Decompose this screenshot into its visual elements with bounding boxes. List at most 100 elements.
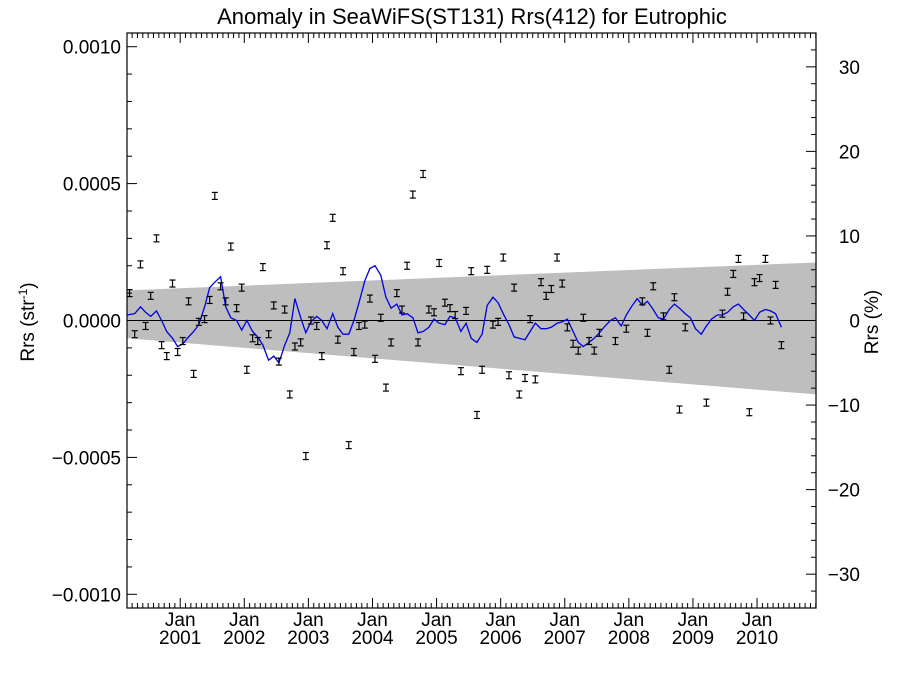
data-point bbox=[174, 347, 181, 357]
uncertainty-band bbox=[127, 262, 816, 395]
data-point bbox=[265, 330, 272, 339]
data-point bbox=[366, 294, 373, 303]
data-point bbox=[131, 330, 138, 339]
data-point bbox=[522, 373, 529, 383]
data-point bbox=[436, 258, 443, 268]
data-point bbox=[559, 279, 566, 288]
data-point bbox=[441, 298, 448, 307]
data-point bbox=[463, 306, 470, 316]
data-point bbox=[586, 336, 593, 346]
data-point bbox=[211, 191, 218, 201]
x-tick-label-year: 2007 bbox=[544, 628, 586, 649]
data-point bbox=[286, 390, 293, 399]
x-tick-label-year: 2006 bbox=[480, 628, 522, 649]
data-point bbox=[425, 305, 432, 314]
data-point bbox=[323, 241, 330, 250]
data-point bbox=[163, 351, 170, 361]
data-point bbox=[206, 295, 213, 305]
tick-labels-layer: 0.00100.00050.0000−0.0005−0.00103020100−… bbox=[52, 38, 860, 649]
data-point bbox=[147, 291, 154, 300]
data-point bbox=[719, 309, 726, 318]
data-point bbox=[724, 287, 731, 296]
uncertainty-band-layer bbox=[127, 262, 816, 395]
data-point bbox=[564, 323, 571, 332]
y-left-tick-label: 0.0005 bbox=[63, 175, 121, 196]
data-point bbox=[473, 410, 480, 420]
data-point bbox=[457, 367, 464, 376]
data-point bbox=[313, 321, 320, 331]
y-right-tick-label: 30 bbox=[839, 58, 860, 79]
y-left-tick-label: −0.0005 bbox=[52, 448, 121, 469]
data-point bbox=[596, 328, 603, 337]
chart-title: Anomaly in SeaWiFS(ST131) Rrs(412) for E… bbox=[217, 4, 727, 29]
data-point bbox=[650, 282, 657, 291]
x-tick-label-month: Jan bbox=[614, 610, 645, 631]
data-point bbox=[275, 357, 282, 366]
y-axis-label-left: Rrs (str-1) bbox=[16, 282, 39, 361]
data-point bbox=[746, 408, 753, 417]
data-point bbox=[254, 336, 261, 346]
data-point bbox=[623, 324, 630, 333]
x-tick-label-year: 2005 bbox=[415, 628, 457, 649]
data-point bbox=[233, 304, 240, 313]
data-point bbox=[740, 312, 747, 321]
data-point bbox=[756, 273, 763, 283]
data-point bbox=[137, 260, 144, 269]
data-point bbox=[153, 234, 160, 243]
data-point bbox=[259, 263, 266, 272]
data-point bbox=[372, 354, 379, 363]
data-point bbox=[468, 267, 475, 276]
data-point bbox=[591, 346, 598, 355]
data-point bbox=[297, 338, 304, 347]
data-point bbox=[484, 265, 491, 274]
data-point bbox=[431, 308, 438, 317]
data-point bbox=[767, 316, 774, 325]
data-point bbox=[356, 321, 363, 331]
data-point bbox=[382, 383, 389, 392]
data-point bbox=[409, 190, 416, 199]
data-point bbox=[345, 440, 352, 450]
x-tick-label-month: Jan bbox=[165, 610, 196, 631]
data-point bbox=[243, 365, 250, 374]
data-point bbox=[666, 365, 673, 374]
data-point bbox=[639, 297, 646, 306]
y-left-tick-label: 0.0000 bbox=[63, 312, 121, 333]
x-tick-label-year: 2010 bbox=[736, 628, 778, 649]
y-left-tick-label: −0.0010 bbox=[52, 585, 121, 606]
data-point bbox=[548, 284, 555, 294]
data-point bbox=[420, 169, 427, 179]
data-point bbox=[671, 293, 678, 302]
data-point bbox=[505, 371, 512, 380]
data-point bbox=[644, 328, 651, 337]
data-point bbox=[179, 336, 186, 346]
data-point bbox=[735, 254, 742, 263]
data-point bbox=[511, 283, 518, 292]
data-point bbox=[238, 283, 245, 292]
data-point bbox=[703, 398, 710, 407]
data-point bbox=[404, 261, 411, 270]
x-tick-label-month: Jan bbox=[229, 610, 260, 631]
data-point bbox=[532, 375, 539, 384]
data-point bbox=[334, 335, 341, 344]
data-point bbox=[479, 365, 486, 374]
x-tick-label-month: Jan bbox=[549, 610, 580, 631]
data-point bbox=[302, 451, 309, 461]
x-tick-label-year: 2003 bbox=[287, 628, 329, 649]
data-point bbox=[538, 278, 545, 287]
x-tick-label-year: 2004 bbox=[351, 628, 394, 649]
data-point bbox=[307, 316, 314, 325]
data-point bbox=[222, 297, 229, 306]
data-point bbox=[500, 253, 507, 262]
x-tick-label-year: 2002 bbox=[223, 628, 265, 649]
y-right-tick-label: −30 bbox=[828, 565, 860, 586]
data-point bbox=[169, 279, 176, 288]
data-point bbox=[388, 338, 395, 347]
data-point bbox=[570, 339, 577, 348]
data-point bbox=[660, 312, 667, 321]
data-point bbox=[554, 253, 561, 262]
data-point bbox=[190, 369, 197, 378]
y-right-tick-label: 0 bbox=[849, 312, 860, 333]
data-point bbox=[751, 278, 758, 287]
